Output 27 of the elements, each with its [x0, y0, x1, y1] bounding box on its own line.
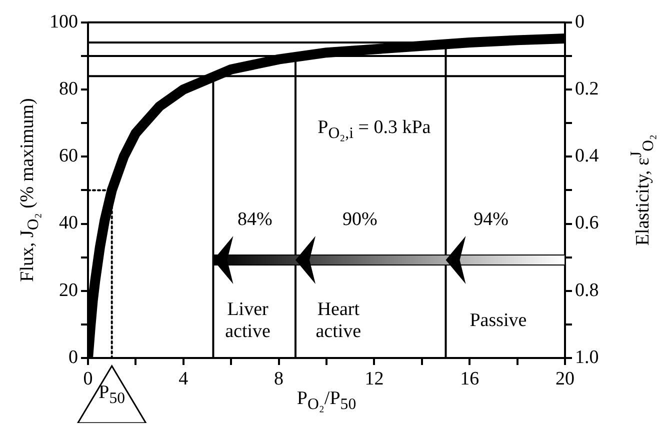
y-tick-label: 0: [68, 346, 78, 368]
y2-tick-label: 1.0: [575, 346, 599, 368]
y2-tick-label: 0.8: [575, 280, 599, 301]
x-tick-label: 0: [83, 368, 93, 390]
annotation: Heart active: [316, 299, 362, 343]
y-tick-label: 40: [59, 212, 78, 234]
y-tick-label: 20: [59, 280, 78, 301]
x-tick-label: 8: [274, 368, 284, 390]
x-tick-label: 16: [460, 368, 480, 390]
y2-tick-label: 0.6: [575, 212, 599, 234]
annotation: Passive: [470, 310, 527, 332]
x-axis-title: P$_{O₂}$/P$_{50}$: [296, 388, 356, 414]
x-tick-label: 12: [364, 368, 384, 390]
y2-tick-label: 0.2: [575, 78, 599, 100]
annotation: Liver active: [225, 299, 270, 343]
y2-tick-label: 0.4: [575, 146, 600, 167]
x-tick-label: 4: [178, 368, 189, 390]
y-tick-label: 80: [59, 78, 78, 100]
annotation: P$_{O₂,i}$ = 0.3 kPa: [318, 116, 431, 143]
annotation: 84%: [238, 209, 272, 232]
y-tick-label: 60: [59, 146, 78, 167]
annotation: 94%: [474, 209, 508, 232]
x-tick-label: 20: [556, 368, 574, 390]
annotation: P$_{50}$: [98, 382, 126, 408]
annotation: 90%: [342, 209, 378, 232]
y-tick-label: 100: [50, 11, 78, 32]
y2-tick-label: 0: [575, 11, 584, 32]
